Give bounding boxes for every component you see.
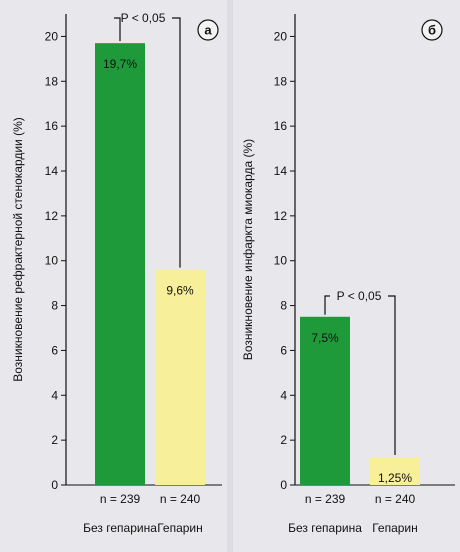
y-tick-label: 4	[280, 388, 287, 402]
y-tick-label: 2	[280, 433, 287, 447]
y-tick-label: 4	[51, 388, 58, 402]
chart-refractory-angina: 0 2 4 6 8 10 12 14 16 18 20 Возникновение рефрактер…	[11, 11, 222, 535]
sample-size-label: n = 240	[375, 492, 416, 506]
panel-letter-badge	[421, 19, 443, 41]
y-tick-label: 8	[51, 299, 58, 313]
significance-label: P < 0,05	[121, 11, 166, 25]
y-tick-label: 2	[51, 433, 58, 447]
y-tick-label: 6	[280, 343, 287, 357]
y-tick-label: 10	[274, 254, 288, 268]
y-tick-label: 8	[280, 299, 287, 313]
y-tick-label: 16	[45, 119, 59, 133]
y-axis-label: Возникновение рефрактерной стенокардии (…	[11, 117, 25, 382]
chart-myocardial-infarction: 0 2 4 6 8 10 12 14 16 18 20 Возникновение инфаркта …	[241, 14, 455, 535]
panel-letter: а	[204, 23, 212, 38]
y-tick-label: 12	[45, 209, 59, 223]
category-label: Гепарин	[372, 521, 418, 535]
significance-bracket	[114, 17, 181, 268]
y-tick-label: 10	[45, 254, 59, 268]
significance-bracket	[324, 295, 396, 455]
sample-size-label: n = 240	[160, 492, 201, 506]
y-tick-label: 14	[45, 164, 59, 178]
y-tick-label: 14	[274, 164, 288, 178]
y-tick-label: 0	[280, 478, 287, 492]
y-tick-label: 18	[274, 74, 288, 88]
bar-heparin	[370, 456, 420, 485]
panel-letter-badge	[197, 19, 219, 41]
bar-heparin	[155, 269, 205, 485]
panel-letter: б	[428, 23, 436, 38]
y-tick-label: 20	[45, 29, 59, 43]
y-tick-label: 6	[51, 343, 58, 357]
y-tick-label: 12	[274, 209, 288, 223]
bar-value-label: 7,5%	[311, 331, 339, 345]
bar-value-label: 19,7%	[103, 57, 137, 71]
bar-no-heparin	[300, 316, 350, 485]
category-label: Гепарин	[157, 521, 203, 535]
bar-value-label: 9,6%	[166, 284, 194, 298]
y-tick-label: 0	[51, 478, 58, 492]
significance-label: P < 0,05	[337, 289, 382, 303]
y-tick-label: 18	[45, 74, 59, 88]
sample-size-label: n = 239	[100, 492, 141, 506]
y-tick-label: 20	[274, 29, 288, 43]
y-tick-label: 16	[274, 119, 288, 133]
y-axis-label: Возникновение инфаркта миокарда (%)	[241, 139, 255, 360]
bar-value-label: 1,25%	[378, 471, 412, 485]
category-label: Без гепарина	[288, 521, 362, 535]
category-label: Без гепарина	[83, 521, 157, 535]
sample-size-label: n = 239	[305, 492, 346, 506]
bar-no-heparin	[95, 43, 145, 486]
